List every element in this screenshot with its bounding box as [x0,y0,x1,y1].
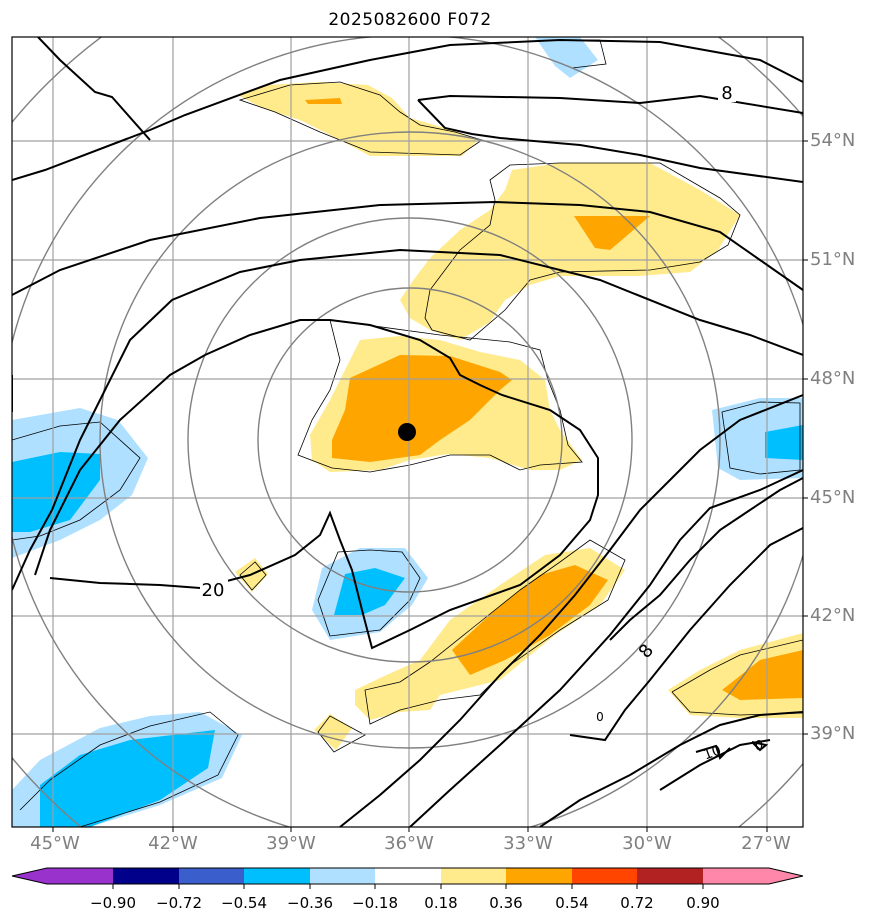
contour-label-bg [718,82,736,102]
map-title: 2025082600 F072 [328,10,492,30]
low-center-marker [398,423,416,441]
colorbar-outline [11,867,804,885]
colorbar-tick-label: −0.18 [352,894,398,912]
colorbar-tick-label: 0.72 [620,894,654,912]
lon-label: 39°W [266,833,316,854]
colorbar-segment [506,868,572,884]
contour-label: 20 [202,580,225,601]
colorbar-tick-label: 0.90 [686,894,720,912]
lon-label: 45°W [30,833,80,854]
lon-label: 36°W [384,833,434,854]
contour-label: 0 [755,739,763,754]
colorbar-segment [179,868,244,884]
colorbar-extend-high [769,868,803,884]
colorbar-extend-low [12,868,47,884]
colorbar-segment [441,868,506,884]
colorbar-segment [47,868,113,884]
contour-label-bg [200,579,228,599]
colorbar-tick-label: 0.18 [424,894,458,912]
colorbar-tick-label: 0.36 [489,894,523,912]
colorbar-segment [113,868,179,884]
colorbar-segment [375,868,441,884]
axis-ticks [52,140,808,832]
lon-label: 30°W [622,833,672,854]
lat-label: 51°N [810,249,856,270]
lat-label: 54°N [810,130,856,151]
colorbar-tick-label: −0.36 [287,894,333,912]
lon-label: 42°W [148,833,198,854]
colorbar-segment [244,868,310,884]
thick-black-contours [12,37,803,827]
colorbar-segment [703,868,769,884]
colorbar [11,867,804,889]
lat-label: 39°N [810,723,856,744]
lat-label: 42°N [810,605,856,626]
contour-label: 0 [596,710,604,724]
colorbar-segment [310,868,375,884]
colorbar-tick-label: −0.54 [221,894,267,912]
lat-label: 48°N [810,368,856,389]
colorbar-tick-label: 0.54 [555,894,589,912]
contour-label: 8 [635,640,658,662]
contour-label: 10 [701,742,723,763]
thin-black-contours [12,39,803,827]
colorbar-tick-label: −0.72 [156,894,202,912]
colorbar-segment [637,868,703,884]
lon-label: 27°W [741,833,791,854]
lon-label: 33°W [503,833,553,854]
colorbar-segment [572,868,637,884]
negative-anomaly-shading [12,37,803,827]
map-frame [11,36,804,828]
contour-label: 8 [721,83,732,104]
colorbar-tick-label: −0.90 [90,894,136,912]
lat-label: 45°N [810,487,856,508]
positive-anomaly-shading [235,82,803,750]
